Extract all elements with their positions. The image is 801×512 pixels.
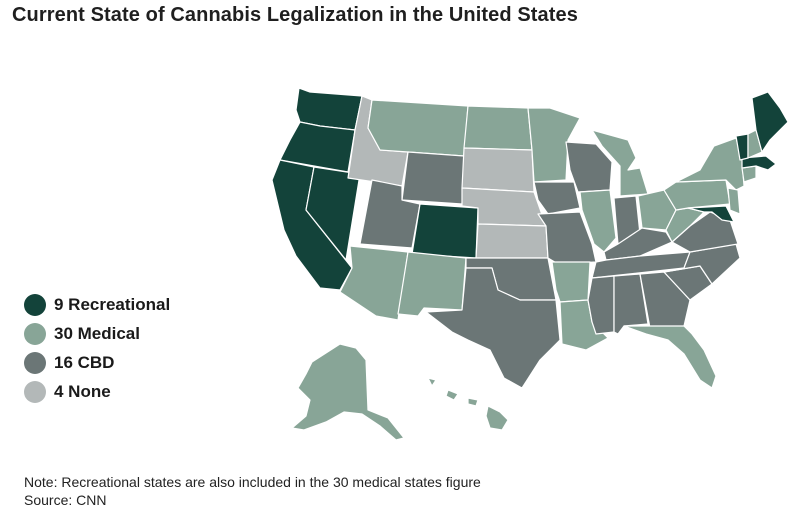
- state-maine[interactable]: [751, 91, 789, 153]
- state-hawaii-island: [427, 377, 437, 387]
- legend-item-cbd: 16 CBD: [24, 348, 170, 377]
- page-title: Current State of Cannabis Legalization i…: [12, 4, 578, 26]
- legend-label: 9 Recreational: [54, 294, 171, 314]
- legend-item-medical: 30 Medical: [24, 319, 170, 348]
- state-kansas[interactable]: [475, 223, 549, 259]
- state-connecticut[interactable]: [741, 165, 757, 183]
- footer-source: Source: CNN: [24, 492, 107, 508]
- state-south-dakota[interactable]: [461, 147, 535, 193]
- legend-label: 16 CBD: [54, 352, 115, 372]
- legend-item-none: 4 None: [24, 377, 170, 406]
- state-massachusetts[interactable]: [741, 155, 777, 171]
- state-north-dakota[interactable]: [463, 105, 533, 151]
- state-alaska[interactable]: [291, 343, 405, 441]
- state-michigan[interactable]: [591, 129, 649, 197]
- state-georgia[interactable]: [639, 271, 691, 329]
- state-iowa[interactable]: [533, 181, 581, 215]
- legend-swatch: [24, 293, 46, 316]
- state-montana[interactable]: [367, 99, 469, 157]
- state-arkansas[interactable]: [551, 261, 591, 303]
- state-arizona[interactable]: [339, 245, 409, 321]
- legend-label: 30 Medical: [54, 323, 140, 343]
- footer: Note: Recreational states are also inclu…: [24, 473, 481, 509]
- legend-swatch: [24, 322, 46, 345]
- state-texas[interactable]: [425, 267, 561, 389]
- state-hawaii[interactable]: [485, 405, 509, 431]
- legend-swatch: [24, 380, 46, 403]
- state-new-mexico[interactable]: [397, 251, 467, 317]
- state-pennsylvania[interactable]: [663, 179, 731, 211]
- state-hawaii-island: [467, 397, 479, 407]
- legend: 9 Recreational 30 Medical 16 CBD 4 None: [24, 290, 170, 406]
- legend-label: 4 None: [54, 381, 111, 401]
- legend-item-recreational: 9 Recreational: [24, 290, 170, 319]
- state-maryland[interactable]: [687, 205, 735, 223]
- state-north-carolina[interactable]: [663, 243, 741, 285]
- footer-note: Note: Recreational states are also inclu…: [24, 474, 481, 490]
- state-minnesota[interactable]: [527, 107, 581, 183]
- state-wyoming[interactable]: [401, 151, 465, 205]
- state-colorado[interactable]: [411, 203, 479, 259]
- state-hawaii-island: [445, 389, 459, 401]
- state-florida[interactable]: [623, 325, 717, 389]
- state-nevada[interactable]: [305, 166, 361, 261]
- legend-swatch: [24, 351, 46, 374]
- state-new-jersey[interactable]: [727, 187, 741, 215]
